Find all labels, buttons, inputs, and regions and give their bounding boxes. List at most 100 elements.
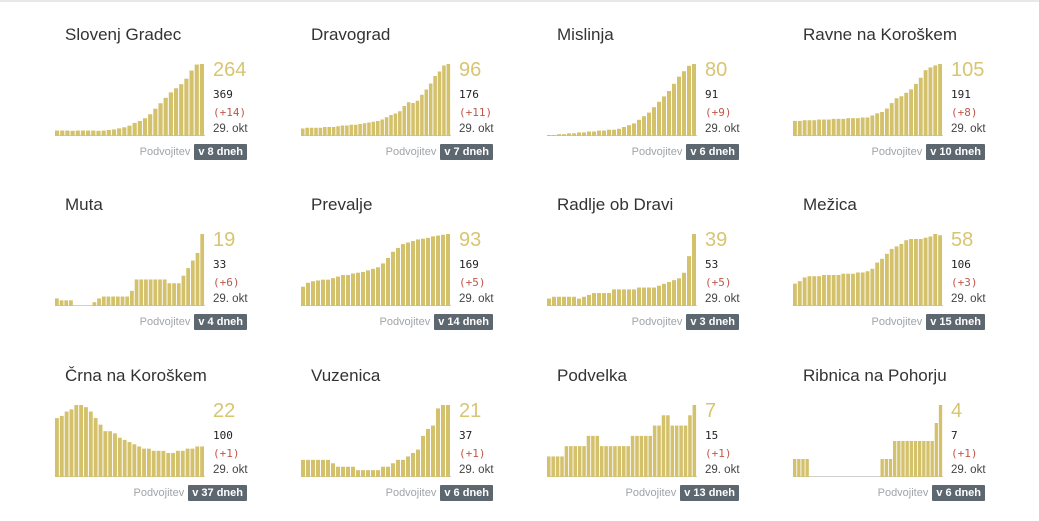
sparkline-bar <box>60 130 65 136</box>
sparkline-bar <box>928 236 933 306</box>
sparkline-bar <box>132 444 137 477</box>
sparkline-bar <box>158 103 163 136</box>
sparkline-bar <box>652 107 656 136</box>
sparkline-bar <box>326 279 330 306</box>
doubling-badge: v 15 dneh <box>926 314 985 330</box>
sparkline-bar <box>441 234 445 306</box>
sparkline-bar <box>670 425 675 477</box>
sparkline-bar <box>331 463 335 477</box>
sparkline-bar <box>398 111 402 136</box>
sparkline-bar <box>577 132 581 136</box>
sparkline-bar <box>938 64 943 136</box>
sparkline-bar <box>905 441 909 477</box>
sparkline-bar <box>909 441 913 477</box>
sparkline-bar <box>807 276 812 306</box>
sparkline-bar <box>642 287 646 306</box>
sparkline-bar <box>153 279 158 306</box>
active-cases-value: 19 <box>213 229 236 251</box>
sparkline-bar <box>888 459 893 477</box>
sparkline-bar <box>106 296 111 306</box>
municipality-card-3: Mislinja 80 91 (+9) 29. okt Podvojitev v… <box>547 22 767 172</box>
sparkline-bar <box>602 130 606 136</box>
sparkline-bar <box>613 446 617 477</box>
sparkline-bar <box>860 117 865 136</box>
sparkline-chart <box>55 234 205 306</box>
sparkline-bar <box>389 115 393 136</box>
sparkline-bar <box>366 270 370 306</box>
sparkline-bar <box>108 431 113 477</box>
sparkline-bar <box>326 459 330 477</box>
sparkline-bar <box>893 441 897 477</box>
sparkline-bar <box>125 296 130 306</box>
sparkline-bar <box>797 120 802 136</box>
sparkline-bar <box>661 415 666 477</box>
sparkline-bar <box>345 125 349 136</box>
doubling-label: Podvojitev <box>631 146 683 158</box>
sparkline-bar <box>577 298 581 306</box>
sparkline-bar <box>59 300 64 306</box>
sparkline-bar <box>111 296 115 306</box>
sparkline-bar <box>599 446 604 477</box>
sparkline-bar <box>117 437 122 477</box>
sparkline-bar <box>367 122 371 136</box>
sparkline-bar <box>316 459 320 477</box>
sparkline-bar <box>55 130 60 136</box>
sparkline-bar <box>662 283 666 306</box>
sparkline-bar <box>446 405 450 477</box>
sparkline-bar <box>416 449 420 477</box>
municipality-name: Podvelka <box>557 366 627 385</box>
sparkline-bar <box>396 459 400 477</box>
sparkline-chart <box>793 234 943 306</box>
sparkline-bar <box>586 435 591 477</box>
sparkline-bar <box>180 450 185 477</box>
sparkline-chart <box>547 64 697 136</box>
sparkline-bar <box>557 134 561 136</box>
doubling-label: Podvojitev <box>139 316 191 328</box>
sparkline-bar <box>151 450 156 477</box>
sparkline-bar <box>431 425 435 477</box>
sparkline-bar <box>648 435 652 477</box>
sparkline-bar <box>446 64 451 136</box>
sparkline-bar <box>371 268 375 306</box>
sparkline-bar <box>938 405 943 477</box>
municipality-card-8: Mežica 58 106 (+3) 29. okt Podvojitev v … <box>793 192 1013 342</box>
sparkline-bar <box>667 282 671 306</box>
sparkline-bar <box>441 405 445 477</box>
sparkline-bar <box>69 300 73 306</box>
sparkline-bar <box>822 274 826 306</box>
sparkline-bar <box>884 253 889 306</box>
sparkline-bar <box>841 118 846 136</box>
sparkline-bar <box>913 83 918 136</box>
sparkline-bar <box>115 296 120 306</box>
active-cases-value: 80 <box>705 59 728 81</box>
municipality-name: Prevalje <box>311 195 373 214</box>
sparkline-bar <box>431 236 435 306</box>
sparkline-bar <box>384 117 389 136</box>
sparkline-bar <box>340 125 345 136</box>
sparkline-bar <box>899 96 904 136</box>
sparkline-bar <box>161 450 166 477</box>
sparkline-bar <box>189 70 194 136</box>
sparkline-bar <box>371 470 375 477</box>
sparkline-bar <box>184 78 189 136</box>
active-cases-value: 58 <box>951 229 974 251</box>
doubling-label: Podvojitev <box>871 146 923 158</box>
sparkline-bar <box>366 470 370 477</box>
sparkline-bar <box>652 287 656 306</box>
sparkline-bar <box>602 293 606 306</box>
top-divider <box>0 0 1039 2</box>
sparkline-bar <box>411 103 415 136</box>
sparkline-bar <box>672 83 676 136</box>
sparkline-bar <box>851 273 855 306</box>
sparkline-bar <box>897 441 901 477</box>
sparkline-bar <box>635 435 639 477</box>
sparkline-bar <box>55 418 59 477</box>
municipality-name: Vuzenica <box>311 366 381 385</box>
doubling-row: Podvojitev v 37 dneh <box>133 485 247 501</box>
sparkline-chart <box>301 64 451 136</box>
doubling-row: Podvojitev v 6 dneh <box>386 485 493 501</box>
sparkline-bar <box>928 67 933 136</box>
municipality-name: Muta <box>65 195 103 214</box>
sparkline-bar <box>130 290 134 306</box>
sparkline-bar <box>406 242 410 306</box>
